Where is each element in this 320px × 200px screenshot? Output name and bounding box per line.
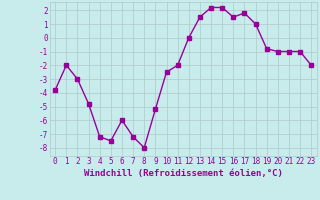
X-axis label: Windchill (Refroidissement éolien,°C): Windchill (Refroidissement éolien,°C) — [84, 169, 283, 178]
